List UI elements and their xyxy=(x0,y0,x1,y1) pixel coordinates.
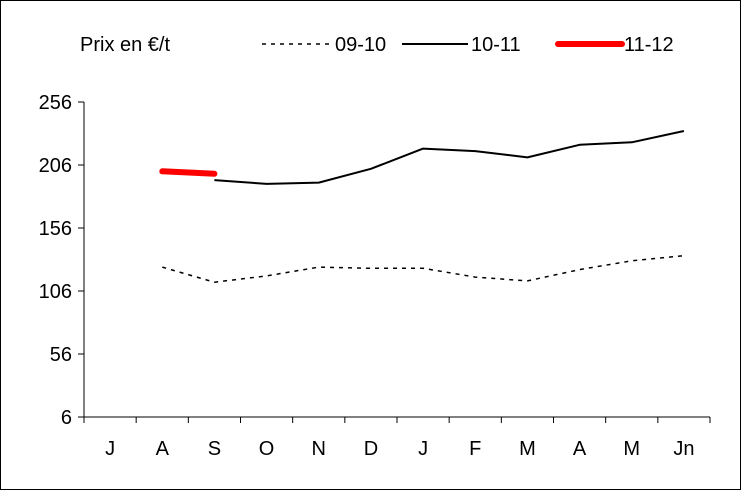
x-tick-label: A xyxy=(573,438,587,460)
x-tick-label: O xyxy=(259,438,275,460)
y-tick-label: 206 xyxy=(39,155,72,177)
y-tick-label: 256 xyxy=(39,92,72,114)
legend-label-10-11: 10-11 xyxy=(471,34,521,56)
series-layer xyxy=(159,130,685,283)
x-tick-label: A xyxy=(156,438,170,460)
y-tick-label: 56 xyxy=(50,344,72,366)
x-tick-label: D xyxy=(364,438,378,460)
legend-label-09-10: 09-10 xyxy=(335,34,386,56)
x-tick-label: M xyxy=(623,438,640,460)
x-tick-label: N xyxy=(312,438,326,460)
y-tick-label: 106 xyxy=(39,281,72,303)
legend-label-11-12: 11-12 xyxy=(624,34,674,56)
x-tick-label: J xyxy=(105,438,115,460)
unit-label: Prix en €/t xyxy=(80,34,170,56)
x-tick-label: Jn xyxy=(673,438,694,460)
legend: Prix en €/t 09-10 10-11 11-12 xyxy=(80,34,674,56)
series-line-10-11 xyxy=(214,130,685,185)
y-tick-label: 156 xyxy=(39,218,72,240)
y-tick-label: 6 xyxy=(61,407,72,429)
x-tick-label: S xyxy=(208,438,221,460)
x-tick-label: J xyxy=(418,438,428,460)
series-line-11-12 xyxy=(159,168,218,177)
x-tick-label: F xyxy=(469,438,481,460)
series-line-09-10 xyxy=(162,254,684,283)
axes: 6 56 106 156 206 256 J A S O N D J F M A M Jn xyxy=(39,92,711,460)
x-tick-label: M xyxy=(519,438,536,460)
